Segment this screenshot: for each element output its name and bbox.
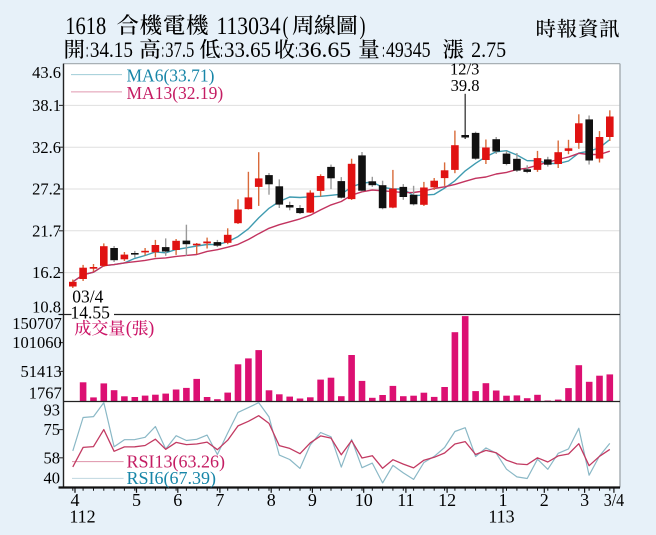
svg-text:): ) (148, 319, 154, 339)
svg-text:1767: 1767 (29, 384, 62, 403)
svg-text:38.1: 38.1 (32, 96, 61, 115)
svg-text:37.5: 37.5 (165, 37, 194, 62)
svg-text:MA13(32.19): MA13(32.19) (127, 83, 224, 103)
svg-text:2: 2 (540, 490, 549, 510)
svg-text:MA6(33.71): MA6(33.71) (127, 66, 215, 86)
svg-text:58: 58 (44, 448, 61, 467)
svg-text:(: ( (126, 319, 132, 339)
svg-text:9: 9 (308, 490, 317, 510)
svg-text:): ) (360, 11, 366, 40)
svg-text::: : (86, 37, 89, 62)
svg-text:36.65: 36.65 (298, 37, 351, 62)
svg-text:11: 11 (397, 490, 414, 510)
svg-text:43.6: 43.6 (32, 63, 61, 82)
svg-text::: : (295, 37, 297, 62)
svg-text:113034: 113034 (217, 11, 281, 40)
svg-text:5: 5 (132, 490, 141, 510)
svg-text:6: 6 (173, 490, 182, 510)
svg-text:113: 113 (488, 507, 514, 527)
svg-text:16.2: 16.2 (32, 263, 61, 282)
svg-text:93: 93 (44, 400, 61, 419)
svg-text:3: 3 (580, 490, 589, 510)
svg-text:32.6: 32.6 (32, 138, 61, 157)
svg-text:4: 4 (71, 490, 80, 510)
svg-text:40: 40 (44, 469, 61, 488)
svg-text:1: 1 (499, 490, 508, 510)
svg-text:RSI6(67.39): RSI6(67.39) (127, 468, 217, 489)
svg-text::: : (162, 37, 165, 62)
svg-text:39.8: 39.8 (451, 76, 480, 95)
svg-text:10.8: 10.8 (32, 297, 61, 316)
svg-text:112: 112 (69, 507, 95, 527)
svg-text:8: 8 (267, 490, 276, 510)
svg-text:75: 75 (44, 420, 61, 439)
svg-text:101060: 101060 (12, 333, 62, 352)
svg-text:(: ( (283, 11, 289, 40)
svg-text::: : (382, 37, 385, 62)
svg-text:2.75: 2.75 (471, 37, 506, 62)
svg-text:10: 10 (355, 490, 373, 510)
svg-text:33.65: 33.65 (224, 37, 271, 62)
svg-text:49345: 49345 (386, 37, 431, 62)
svg-text:150707: 150707 (12, 314, 62, 333)
svg-text:14.55: 14.55 (71, 303, 111, 323)
svg-text:51413: 51413 (21, 362, 62, 381)
svg-text:03/4: 03/4 (72, 287, 103, 307)
svg-text::: : (220, 37, 223, 62)
svg-text:21.7: 21.7 (32, 221, 61, 240)
svg-text:3/4: 3/4 (604, 490, 625, 510)
svg-text:12/3: 12/3 (450, 60, 479, 79)
svg-text:1618: 1618 (65, 11, 106, 40)
svg-text:RSI13(63.26): RSI13(63.26) (127, 452, 226, 473)
svg-text:12: 12 (438, 490, 456, 510)
svg-text:7: 7 (215, 490, 224, 510)
svg-text:27.2: 27.2 (32, 180, 61, 199)
svg-text:34.15: 34.15 (90, 37, 133, 62)
